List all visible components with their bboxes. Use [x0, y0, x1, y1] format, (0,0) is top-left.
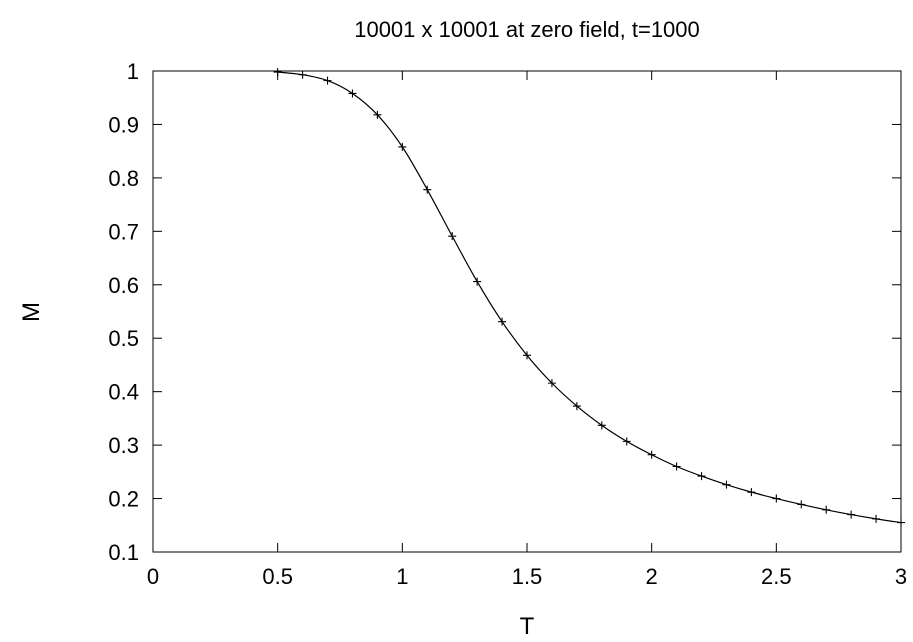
- data-point-marker: [897, 518, 905, 527]
- y-tick-label: 0.4: [108, 380, 139, 405]
- y-tick-label: 0.8: [108, 166, 139, 191]
- data-point-marker: [597, 421, 606, 430]
- data-point-marker: [822, 505, 831, 514]
- data-point-marker: [423, 185, 432, 194]
- y-tick-label: 1: [127, 59, 139, 84]
- data-point-marker: [273, 68, 282, 77]
- plot-area-frame: [152, 70, 902, 553]
- series-line: [277, 71, 902, 524]
- y-tick-label: 0.1: [108, 540, 139, 565]
- x-tick-label: 0.5: [262, 564, 293, 589]
- chart-title: 10001 x 10001 at zero field, t=1000: [354, 17, 700, 42]
- y-tick-label: 0.2: [108, 487, 139, 512]
- data-point-marker: [547, 379, 556, 388]
- data-point-marker: [772, 494, 781, 503]
- data-point-marker: [847, 510, 856, 519]
- data-point-marker: [872, 514, 881, 523]
- data-point-marker: [398, 142, 407, 151]
- y-axis-label: M: [18, 302, 45, 322]
- y-axis: 0.1 0.2 0.3 0.4 0.5 0.6 0.7 0.8 0.9 1: [108, 59, 901, 565]
- x-tick-label: 2.5: [761, 564, 792, 589]
- x-tick-label: 2: [646, 564, 658, 589]
- y-tick-label: 0.3: [108, 433, 139, 458]
- y-tick-label: 0.9: [108, 112, 139, 137]
- data-point-marker: [523, 351, 531, 360]
- data-point-marker: [498, 317, 507, 326]
- data-point-marker: [747, 488, 756, 497]
- series-markers: [273, 68, 905, 527]
- x-axis: 0 0.5 1 1.5 2 2.5 3: [147, 71, 907, 589]
- data-point-marker: [722, 480, 731, 489]
- x-axis-label: T: [520, 613, 535, 640]
- x-tick-label: 1: [396, 564, 408, 589]
- data-point-marker: [298, 70, 307, 79]
- y-tick-label: 0.6: [108, 273, 139, 298]
- y-tick-label: 0.5: [108, 326, 139, 351]
- data-point-marker: [348, 89, 357, 98]
- data-point-marker: [473, 277, 482, 286]
- data-point-marker: [647, 450, 656, 459]
- data-point-marker: [373, 110, 382, 119]
- y-tick-label: 0.7: [108, 219, 139, 244]
- data-point-marker: [697, 472, 706, 481]
- x-tick-label: 0: [147, 564, 159, 589]
- x-tick-label: 3: [895, 564, 907, 589]
- data-point-marker: [797, 500, 806, 509]
- data-point-marker: [622, 437, 631, 446]
- data-point-marker: [572, 402, 581, 411]
- data-point-marker: [448, 232, 457, 241]
- data-point-marker: [323, 76, 332, 85]
- data-point-marker: [672, 462, 681, 471]
- x-tick-label: 1.5: [512, 564, 543, 589]
